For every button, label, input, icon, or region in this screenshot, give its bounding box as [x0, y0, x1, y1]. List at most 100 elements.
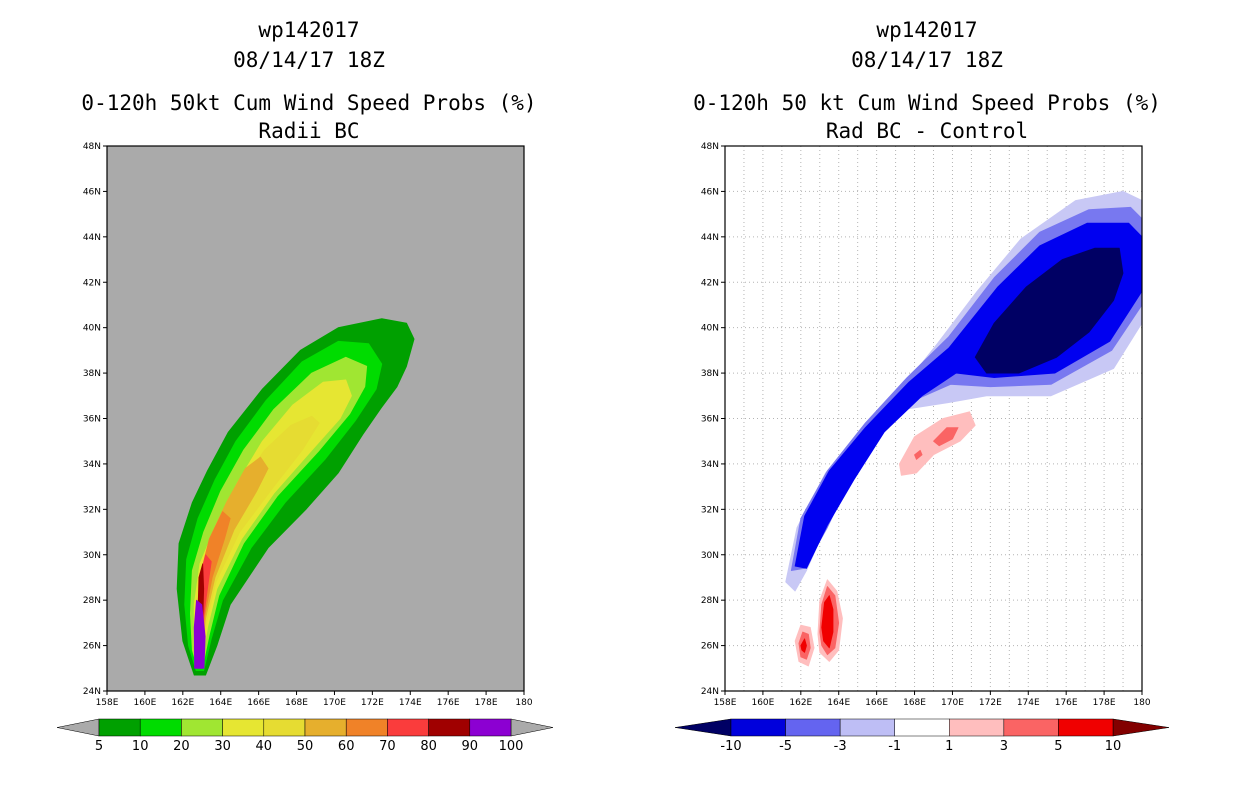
y-tick-label: 42N [701, 278, 719, 288]
y-tick-label: 44N [701, 233, 719, 243]
y-tick-label: 46N [701, 187, 719, 197]
right-title-subtitle: Rad BC - Control [826, 119, 1028, 143]
x-tick-label: 158E [96, 698, 119, 708]
y-tick-label: 38N [701, 369, 719, 379]
contour-level-5 [821, 595, 834, 649]
colorbar-right-arrow [1112, 718, 1170, 737]
right-colorbar: -10 -5 -3 -1 1 3 5 10 [674, 718, 1170, 754]
x-tick-label: 164E [827, 698, 850, 708]
x-tick-label: 170E [941, 698, 964, 708]
colorbar-label: 3 [1000, 739, 1008, 754]
colorbar-swatch [1003, 718, 1059, 737]
contour-level-3 [933, 427, 959, 447]
colorbar-label: -1 [888, 739, 901, 754]
y-tick-label: 24N [701, 687, 719, 697]
y-tick-label: 40N [83, 324, 101, 334]
x-tick-label: 172E [361, 698, 384, 708]
y-tick-label: 48N [701, 142, 719, 152]
x-tick-label: 174E [399, 698, 422, 708]
left-colorbar: 5 10 20 30 40 50 60 70 80 90 100 [56, 718, 554, 754]
left-title-storm-id: wp142017 [258, 18, 359, 42]
contour-level-3 [914, 449, 923, 460]
colorbar-swatch [181, 718, 223, 737]
x-tick-label: 180 [515, 698, 532, 708]
contour-fills [785, 190, 1142, 667]
x-tick-label: 160E [751, 698, 774, 708]
colorbar-right-arrow [510, 718, 554, 737]
colorbar-left-arrow [56, 718, 100, 737]
contour-level-90 [193, 599, 206, 669]
y-tick-label: 42N [83, 278, 101, 288]
y-tick-label: 36N [701, 415, 719, 425]
contour-fills [176, 318, 415, 676]
colorbar-label: 10 [132, 739, 149, 754]
colorbar-label: 100 [499, 739, 524, 754]
y-tick-label: 32N [83, 505, 101, 515]
x-tick-label: 158E [714, 698, 737, 708]
y-tick-label: 30N [83, 551, 101, 561]
left-title-product: 0-120h 50kt Cum Wind Speed Probs (%) [81, 91, 536, 115]
y-tick-label: 26N [83, 642, 101, 652]
colorbar-label: 10 [1105, 739, 1122, 754]
y-tick-label: 38N [83, 369, 101, 379]
x-tick-label: 176E [1055, 698, 1078, 708]
x-tick-label: 170E [323, 698, 346, 708]
x-tick-label: 168E [285, 698, 308, 708]
colorbar-label: -10 [720, 739, 741, 754]
colorbar-label: -5 [779, 739, 792, 754]
x-tick-label: 162E [171, 698, 194, 708]
colorbar-label: 30 [214, 739, 231, 754]
x-tick-label: 180 [1133, 698, 1150, 708]
x-tick-label: 162E [789, 698, 812, 708]
colorbar-left-arrow [674, 718, 732, 737]
colorbar-swatch [345, 718, 388, 737]
x-tick-label: 178E [1093, 698, 1116, 708]
x-tick-label: 178E [475, 698, 498, 708]
colorbar-swatch [949, 718, 1005, 737]
colorbar-label: 40 [256, 739, 273, 754]
colorbar-swatch [469, 718, 512, 737]
colorbar-label: 60 [338, 739, 355, 754]
x-tick-label: 174E [1017, 698, 1040, 708]
x-tick-label: 172E [979, 698, 1002, 708]
colorbar-swatch [428, 718, 471, 737]
colorbar-label: 5 [95, 739, 103, 754]
y-tick-label: 40N [701, 324, 719, 334]
left-map-panel: 158E 160E 162E 164E 166E 168E 170E 172E 174E 176E… [83, 142, 533, 708]
right-map-panel: 158E 160E 162E 164E 166E 168E 170E 172E 174E 176E… [701, 142, 1151, 708]
colorbar-swatch [98, 718, 141, 737]
right-title-product: 0-120h 50 kt Cum Wind Speed Probs (%) [693, 91, 1161, 115]
contour-level-neg10 [974, 247, 1124, 374]
y-tick-label: 36N [83, 415, 101, 425]
y-tick-label: 34N [83, 460, 101, 470]
colorbar-label: 50 [297, 739, 314, 754]
x-tick-label: 164E [209, 698, 232, 708]
colorbar-label: 1 [945, 739, 953, 754]
colorbar-swatch [263, 718, 306, 737]
y-tick-label: 44N [83, 233, 101, 243]
colorbar-label: 90 [462, 739, 479, 754]
y-tick-label: 26N [701, 642, 719, 652]
x-tick-label: 166E [865, 698, 888, 708]
colorbar-swatch [785, 718, 841, 737]
colorbar-label: 20 [173, 739, 190, 754]
x-tick-label: 168E [903, 698, 926, 708]
colorbar-swatch [1058, 718, 1114, 737]
right-title-date: 08/14/17 18Z [851, 48, 1003, 72]
colorbar-swatch [304, 718, 347, 737]
colorbar-swatch [839, 718, 895, 737]
colorbar-label: 70 [379, 739, 396, 754]
contour-level-5 [800, 638, 807, 653]
x-tick-label: 176E [437, 698, 460, 708]
left-title-subtitle: Radii BC [258, 119, 359, 143]
y-tick-label: 28N [701, 596, 719, 606]
y-tick-label: 34N [701, 460, 719, 470]
y-tick-label: 28N [83, 596, 101, 606]
colorbar-swatch [730, 718, 786, 737]
colorbar-label: 80 [420, 739, 437, 754]
colorbar-swatch [894, 718, 950, 737]
right-title-storm-id: wp142017 [876, 18, 977, 42]
y-tick-label: 24N [83, 687, 101, 697]
colorbar-label: 5 [1054, 739, 1062, 754]
